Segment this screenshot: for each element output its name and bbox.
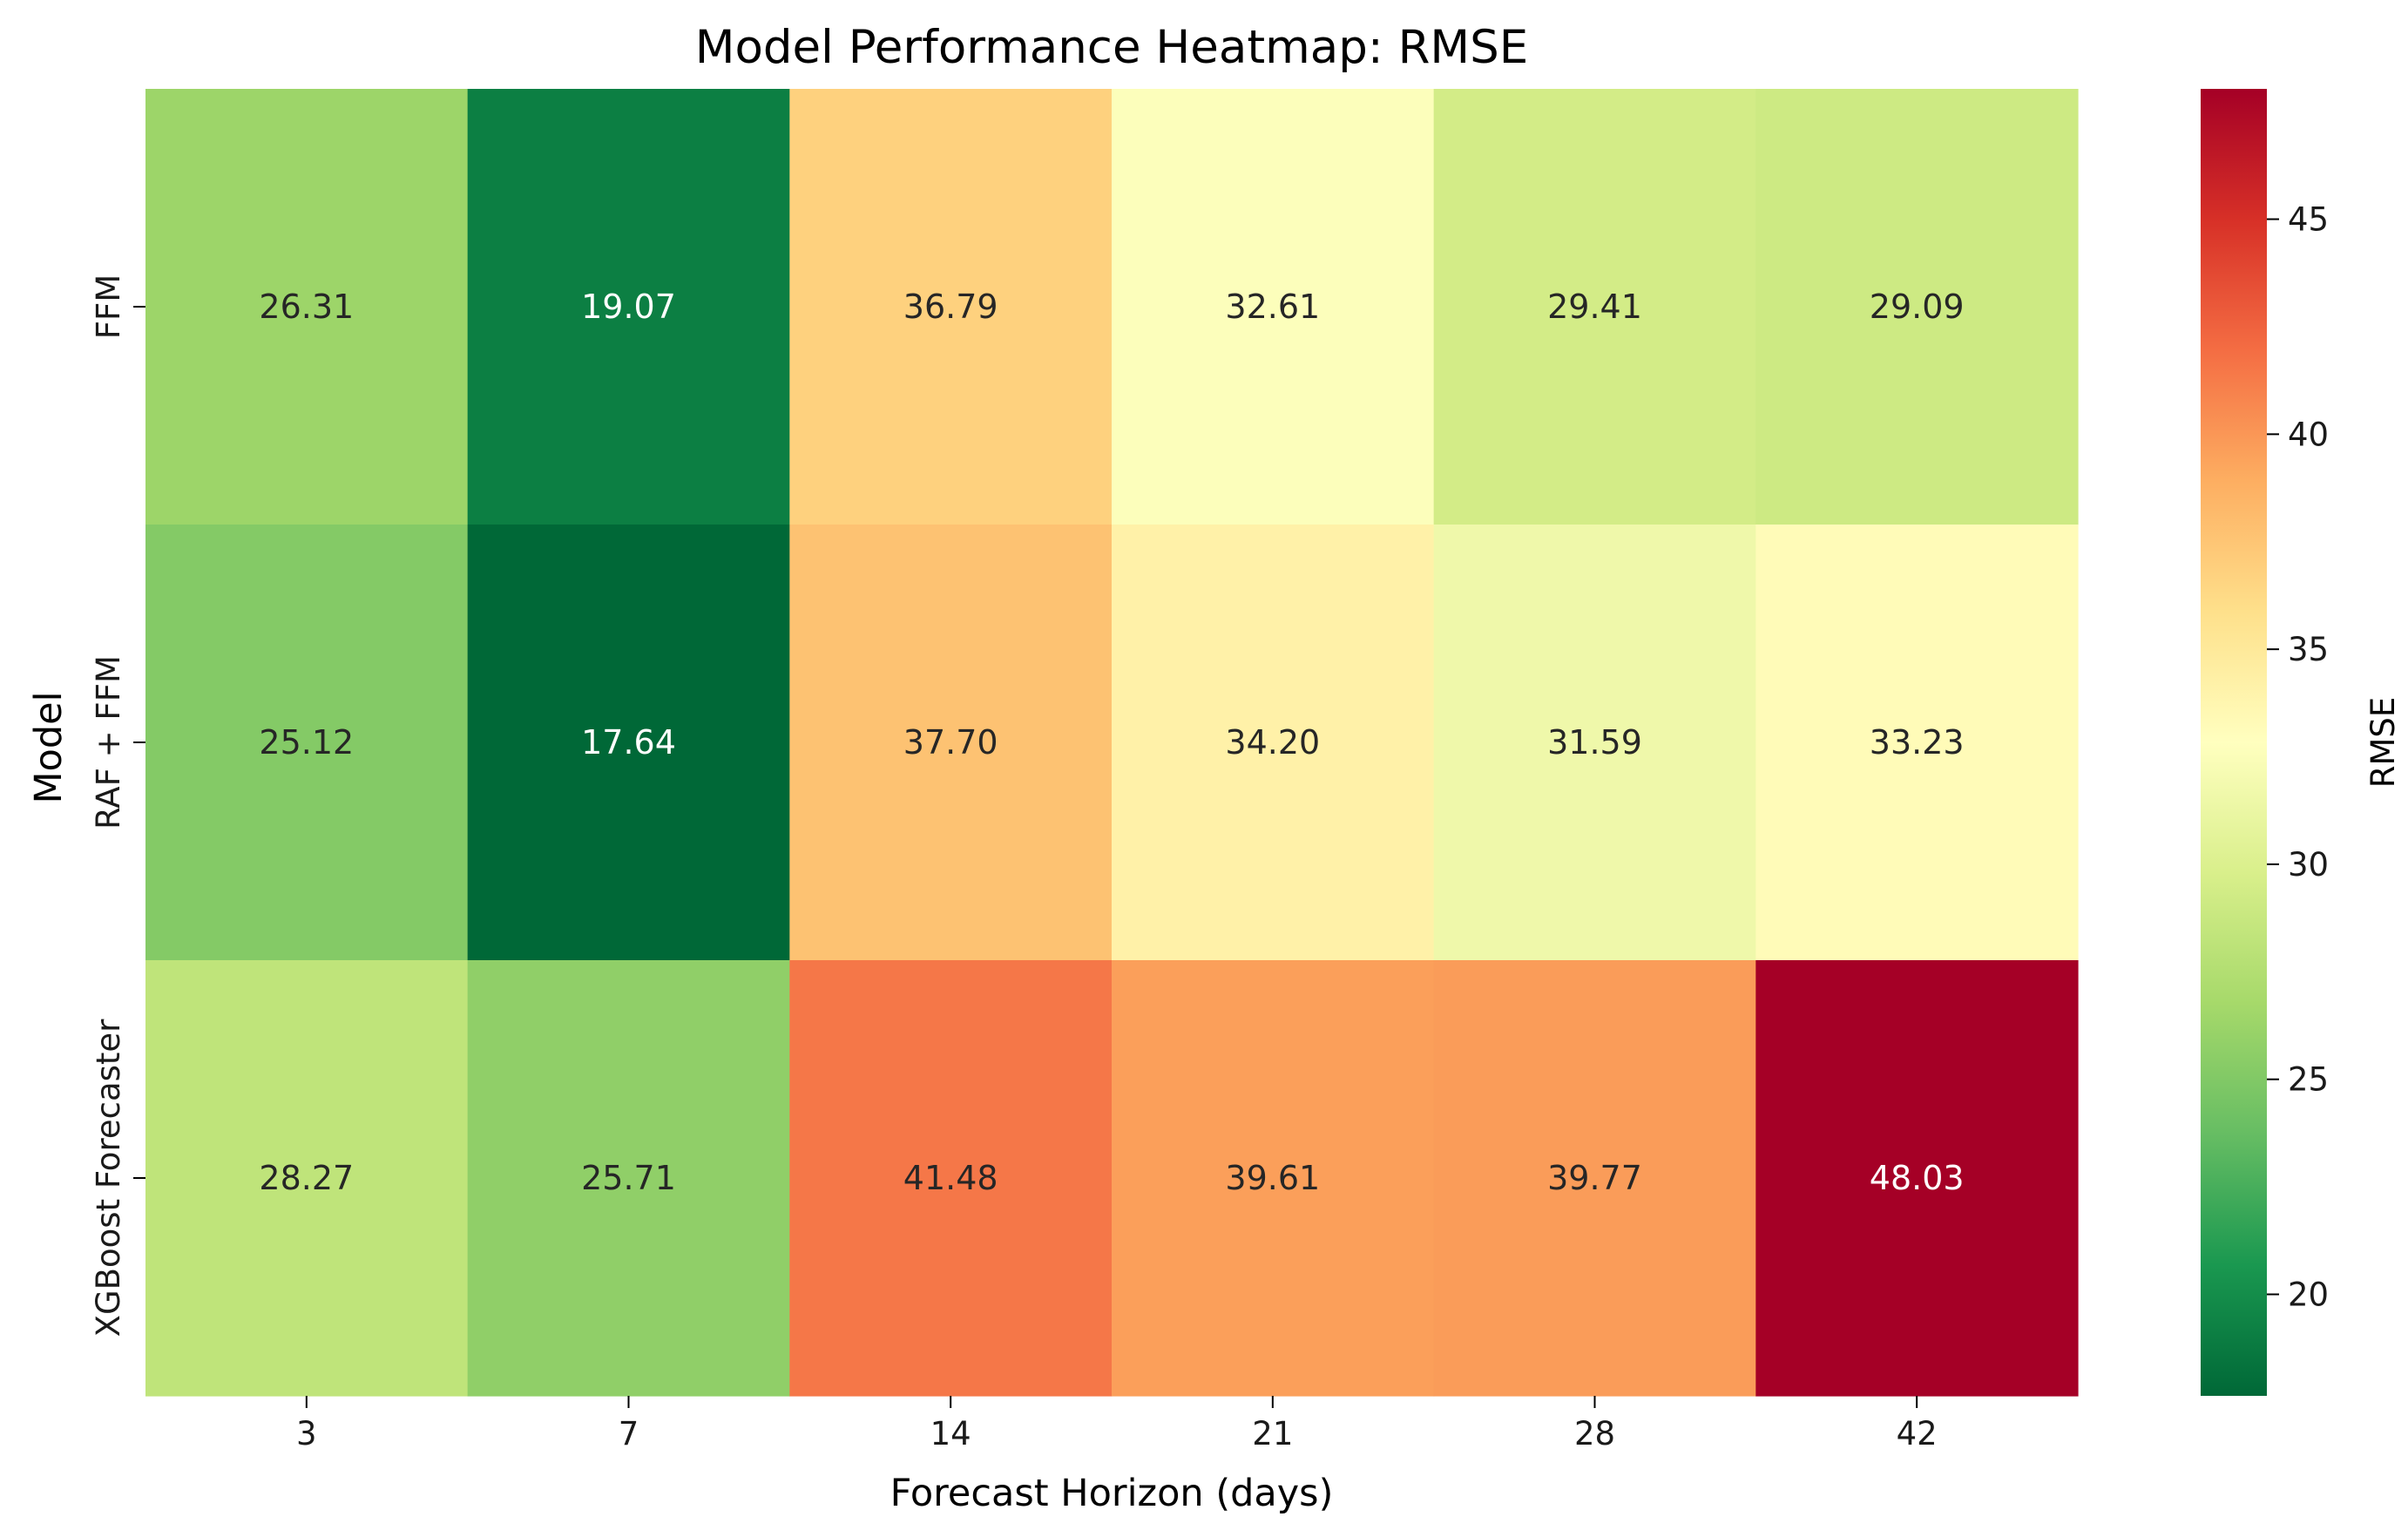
heatmap-cell-label: 39.77 bbox=[1547, 1159, 1642, 1197]
heatmap-cell bbox=[1755, 525, 2079, 961]
heatmap-cell-label: 34.20 bbox=[1225, 723, 1320, 762]
heatmap-cell-label: 17.64 bbox=[581, 723, 676, 762]
heatmap-cell bbox=[145, 525, 469, 961]
y-axis-ticks: FFM RAF + FFM XGBoost Forecaster bbox=[90, 274, 145, 1337]
heatmap-cell bbox=[467, 89, 790, 525]
heatmap-cell-label: 26.31 bbox=[259, 288, 354, 326]
heatmap-cell bbox=[1755, 960, 2079, 1397]
heatmap-cell-label: 25.12 bbox=[259, 723, 354, 762]
colorbar-gradient bbox=[2201, 89, 2267, 1396]
heatmap-cell bbox=[789, 525, 1113, 961]
heatmap-cell-label: 32.61 bbox=[1225, 288, 1320, 326]
x-tick-label: 14 bbox=[930, 1415, 971, 1452]
heatmap-cell bbox=[467, 960, 790, 1397]
heatmap-cell-label: 36.79 bbox=[903, 288, 998, 326]
heatmap-cell-labels: 26.31 19.07 36.79 32.61 29.41 29.09 25.12 17.64… bbox=[259, 288, 1964, 1197]
y-tick-label: FFM bbox=[90, 274, 127, 340]
heatmap-cell bbox=[1433, 525, 1756, 961]
heatmap-cell-label: 33.23 bbox=[1870, 723, 1965, 762]
x-tick-label: 7 bbox=[619, 1415, 639, 1452]
heatmap-cell bbox=[1112, 960, 1435, 1397]
heatmap-cell bbox=[145, 89, 469, 525]
colorbar-title: RMSE bbox=[2364, 697, 2402, 789]
colorbar-tick-label: 20 bbox=[2288, 1276, 2329, 1314]
heatmap-cell bbox=[145, 960, 469, 1397]
heatmap-cell-label: 28.27 bbox=[259, 1159, 354, 1197]
heatmap-cell bbox=[1433, 89, 1756, 525]
heatmap-cell-label: 48.03 bbox=[1870, 1159, 1965, 1197]
x-tick-label: 3 bbox=[296, 1415, 317, 1452]
heatmap-cell-label: 19.07 bbox=[581, 288, 676, 326]
heatmap-cell-label: 29.09 bbox=[1870, 288, 1965, 326]
colorbar: 20 25 30 35 40 45 RMSE bbox=[2201, 89, 2402, 1396]
colorbar-tick-label: 30 bbox=[2288, 846, 2329, 884]
heatmap-cell bbox=[789, 89, 1113, 525]
colorbar-tick-label: 45 bbox=[2288, 201, 2329, 239]
heatmap-cell bbox=[1112, 89, 1435, 525]
heatmap-cell-label: 39.61 bbox=[1225, 1159, 1320, 1197]
heatmap-cell-label: 29.41 bbox=[1547, 288, 1642, 326]
colorbar-ticks: 20 25 30 35 40 45 bbox=[2267, 201, 2329, 1314]
colorbar-tick-label: 25 bbox=[2288, 1061, 2329, 1099]
x-axis-ticks: 3 7 14 21 28 42 bbox=[296, 1396, 1938, 1452]
y-axis-title: Model bbox=[27, 691, 71, 803]
heatmap-cell-label: 31.59 bbox=[1547, 723, 1642, 762]
colorbar-tick-label: 35 bbox=[2288, 631, 2329, 668]
heatmap-cell-label: 25.71 bbox=[581, 1159, 676, 1197]
heatmap-cell bbox=[1755, 89, 2079, 525]
heatmap-cell bbox=[789, 960, 1113, 1397]
y-tick-label: RAF + FFM bbox=[90, 655, 127, 829]
heatmap-cell-label: 37.70 bbox=[903, 723, 998, 762]
heatmap-cell bbox=[1433, 960, 1756, 1397]
heatmap-cell bbox=[467, 525, 790, 961]
heatmap-cell bbox=[1112, 525, 1435, 961]
x-tick-label: 28 bbox=[1574, 1415, 1615, 1452]
y-tick-label: XGBoost Forecaster bbox=[90, 1019, 127, 1337]
heatmap-cell-label: 41.48 bbox=[903, 1159, 998, 1197]
x-axis-title: Forecast Horizon (days) bbox=[890, 1472, 1334, 1515]
x-tick-label: 42 bbox=[1897, 1415, 1938, 1452]
chart-title: Model Performance Heatmap: RMSE bbox=[695, 21, 1529, 74]
x-tick-label: 21 bbox=[1252, 1415, 1293, 1452]
heatmap-cells bbox=[145, 89, 2079, 1397]
colorbar-tick-label: 40 bbox=[2288, 416, 2329, 453]
